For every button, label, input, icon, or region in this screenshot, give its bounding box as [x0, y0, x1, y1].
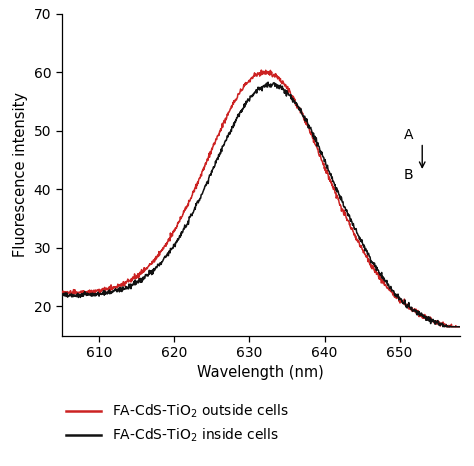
Y-axis label: Fluorescence intensity: Fluorescence intensity	[13, 92, 28, 257]
Text: A: A	[404, 128, 413, 142]
X-axis label: Wavelength (nm): Wavelength (nm)	[197, 365, 324, 381]
Text: B: B	[404, 168, 413, 182]
Legend: FA-CdS-TiO$_2$ outside cells, FA-CdS-TiO$_2$ inside cells: FA-CdS-TiO$_2$ outside cells, FA-CdS-TiO…	[61, 397, 295, 450]
